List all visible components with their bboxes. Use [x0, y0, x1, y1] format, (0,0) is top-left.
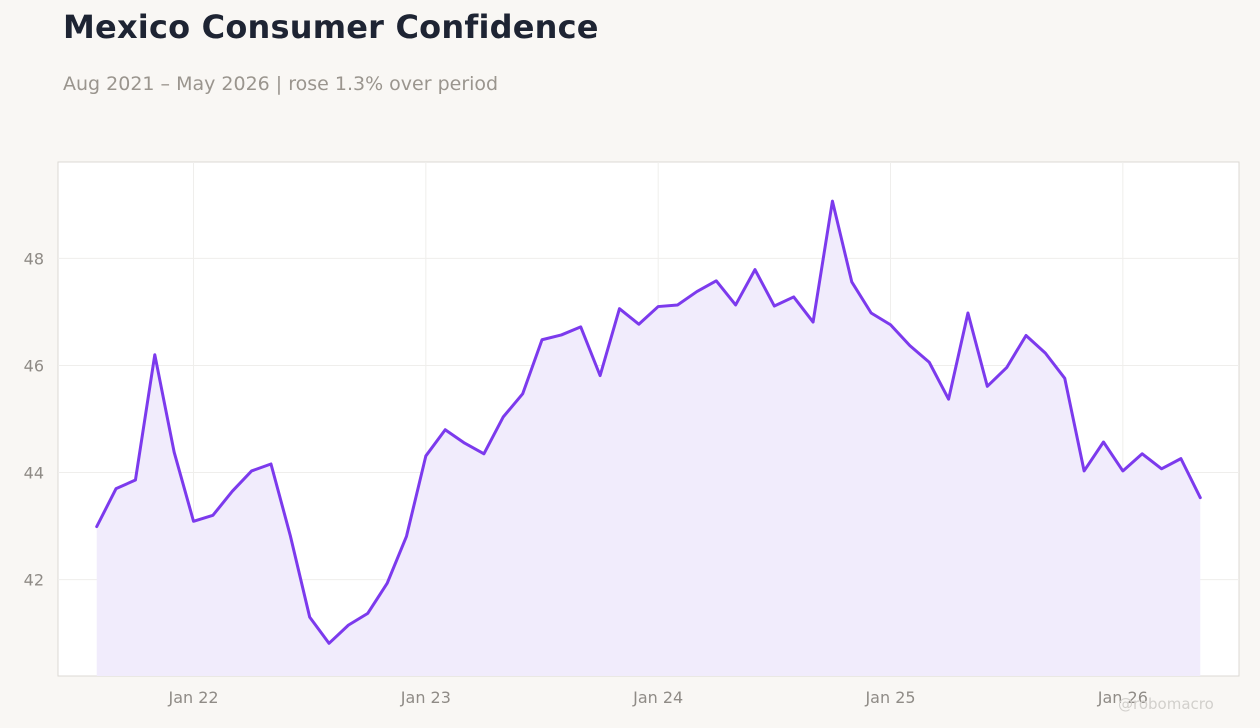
data-point [850, 280, 853, 283]
data-point [541, 338, 544, 341]
data-point [173, 451, 176, 454]
data-point [289, 534, 292, 537]
data-point [695, 290, 698, 293]
x-tick-label: Jan 25 [864, 688, 915, 707]
data-point [579, 325, 582, 328]
y-tick-label: 42 [24, 571, 44, 590]
data-point [211, 514, 214, 517]
data-point [521, 392, 524, 395]
data-point [928, 361, 931, 364]
data-point [95, 525, 98, 528]
data-point [715, 279, 718, 282]
data-point [889, 323, 892, 326]
data-point [831, 200, 834, 203]
data-point [676, 303, 679, 306]
y-tick-label: 46 [24, 356, 44, 375]
data-point [734, 303, 737, 306]
data-point [115, 487, 118, 490]
area-fill [96, 201, 1201, 676]
data-point [482, 452, 485, 455]
data-point [753, 268, 756, 271]
data-point [366, 612, 369, 615]
data-point [1121, 469, 1124, 472]
data-point [637, 323, 640, 326]
data-point [250, 469, 253, 472]
data-point [812, 321, 815, 324]
x-tick-label: Jan 23 [400, 688, 451, 707]
data-point [560, 333, 563, 336]
data-point [502, 415, 505, 418]
data-point [308, 616, 311, 619]
data-point [153, 353, 156, 356]
watermark: @robomacro [1118, 695, 1214, 713]
y-tick-label: 44 [24, 464, 44, 483]
chart-title: Mexico Consumer Confidence [63, 8, 599, 46]
data-point [386, 582, 389, 585]
data-point [1199, 496, 1202, 499]
data-point [986, 385, 989, 388]
data-point [599, 374, 602, 377]
data-point [192, 520, 195, 523]
data-point [1005, 366, 1008, 369]
x-tick-label: Jan 26 [1097, 688, 1148, 707]
data-point [1141, 452, 1144, 455]
data-point [1083, 469, 1086, 472]
data-point [1102, 441, 1105, 444]
data-point [908, 344, 911, 347]
data-point [463, 442, 466, 445]
data-point [231, 490, 234, 493]
data-point [1063, 377, 1066, 380]
data-point [947, 398, 950, 401]
data-point [269, 462, 272, 465]
data-point [1179, 457, 1182, 460]
data-point [657, 305, 660, 308]
data-point [405, 535, 408, 538]
chart-subtitle: Aug 2021 – May 2026 | rose 1.3% over per… [63, 73, 499, 95]
data-point [328, 642, 331, 645]
data-point [444, 428, 447, 431]
data-point [618, 307, 621, 310]
y-tick-label: 48 [24, 249, 44, 268]
data-point [966, 311, 969, 314]
data-point [134, 479, 137, 482]
x-tick-label: Jan 24 [632, 688, 683, 707]
data-point [773, 305, 776, 308]
x-tick-label: Jan 22 [167, 688, 218, 707]
data-point [347, 624, 350, 627]
data-point [424, 454, 427, 457]
y-axis-labels: 42 44 46 48 [24, 249, 44, 589]
data-point [1044, 352, 1047, 355]
data-point [870, 311, 873, 314]
data-point [1160, 467, 1163, 470]
data-point [1025, 334, 1028, 337]
series-line [95, 199, 1202, 645]
data-point [792, 295, 795, 298]
x-axis-labels: Jan 22 Jan 23 Jan 24 Jan 25 Jan 26 [167, 688, 1147, 707]
